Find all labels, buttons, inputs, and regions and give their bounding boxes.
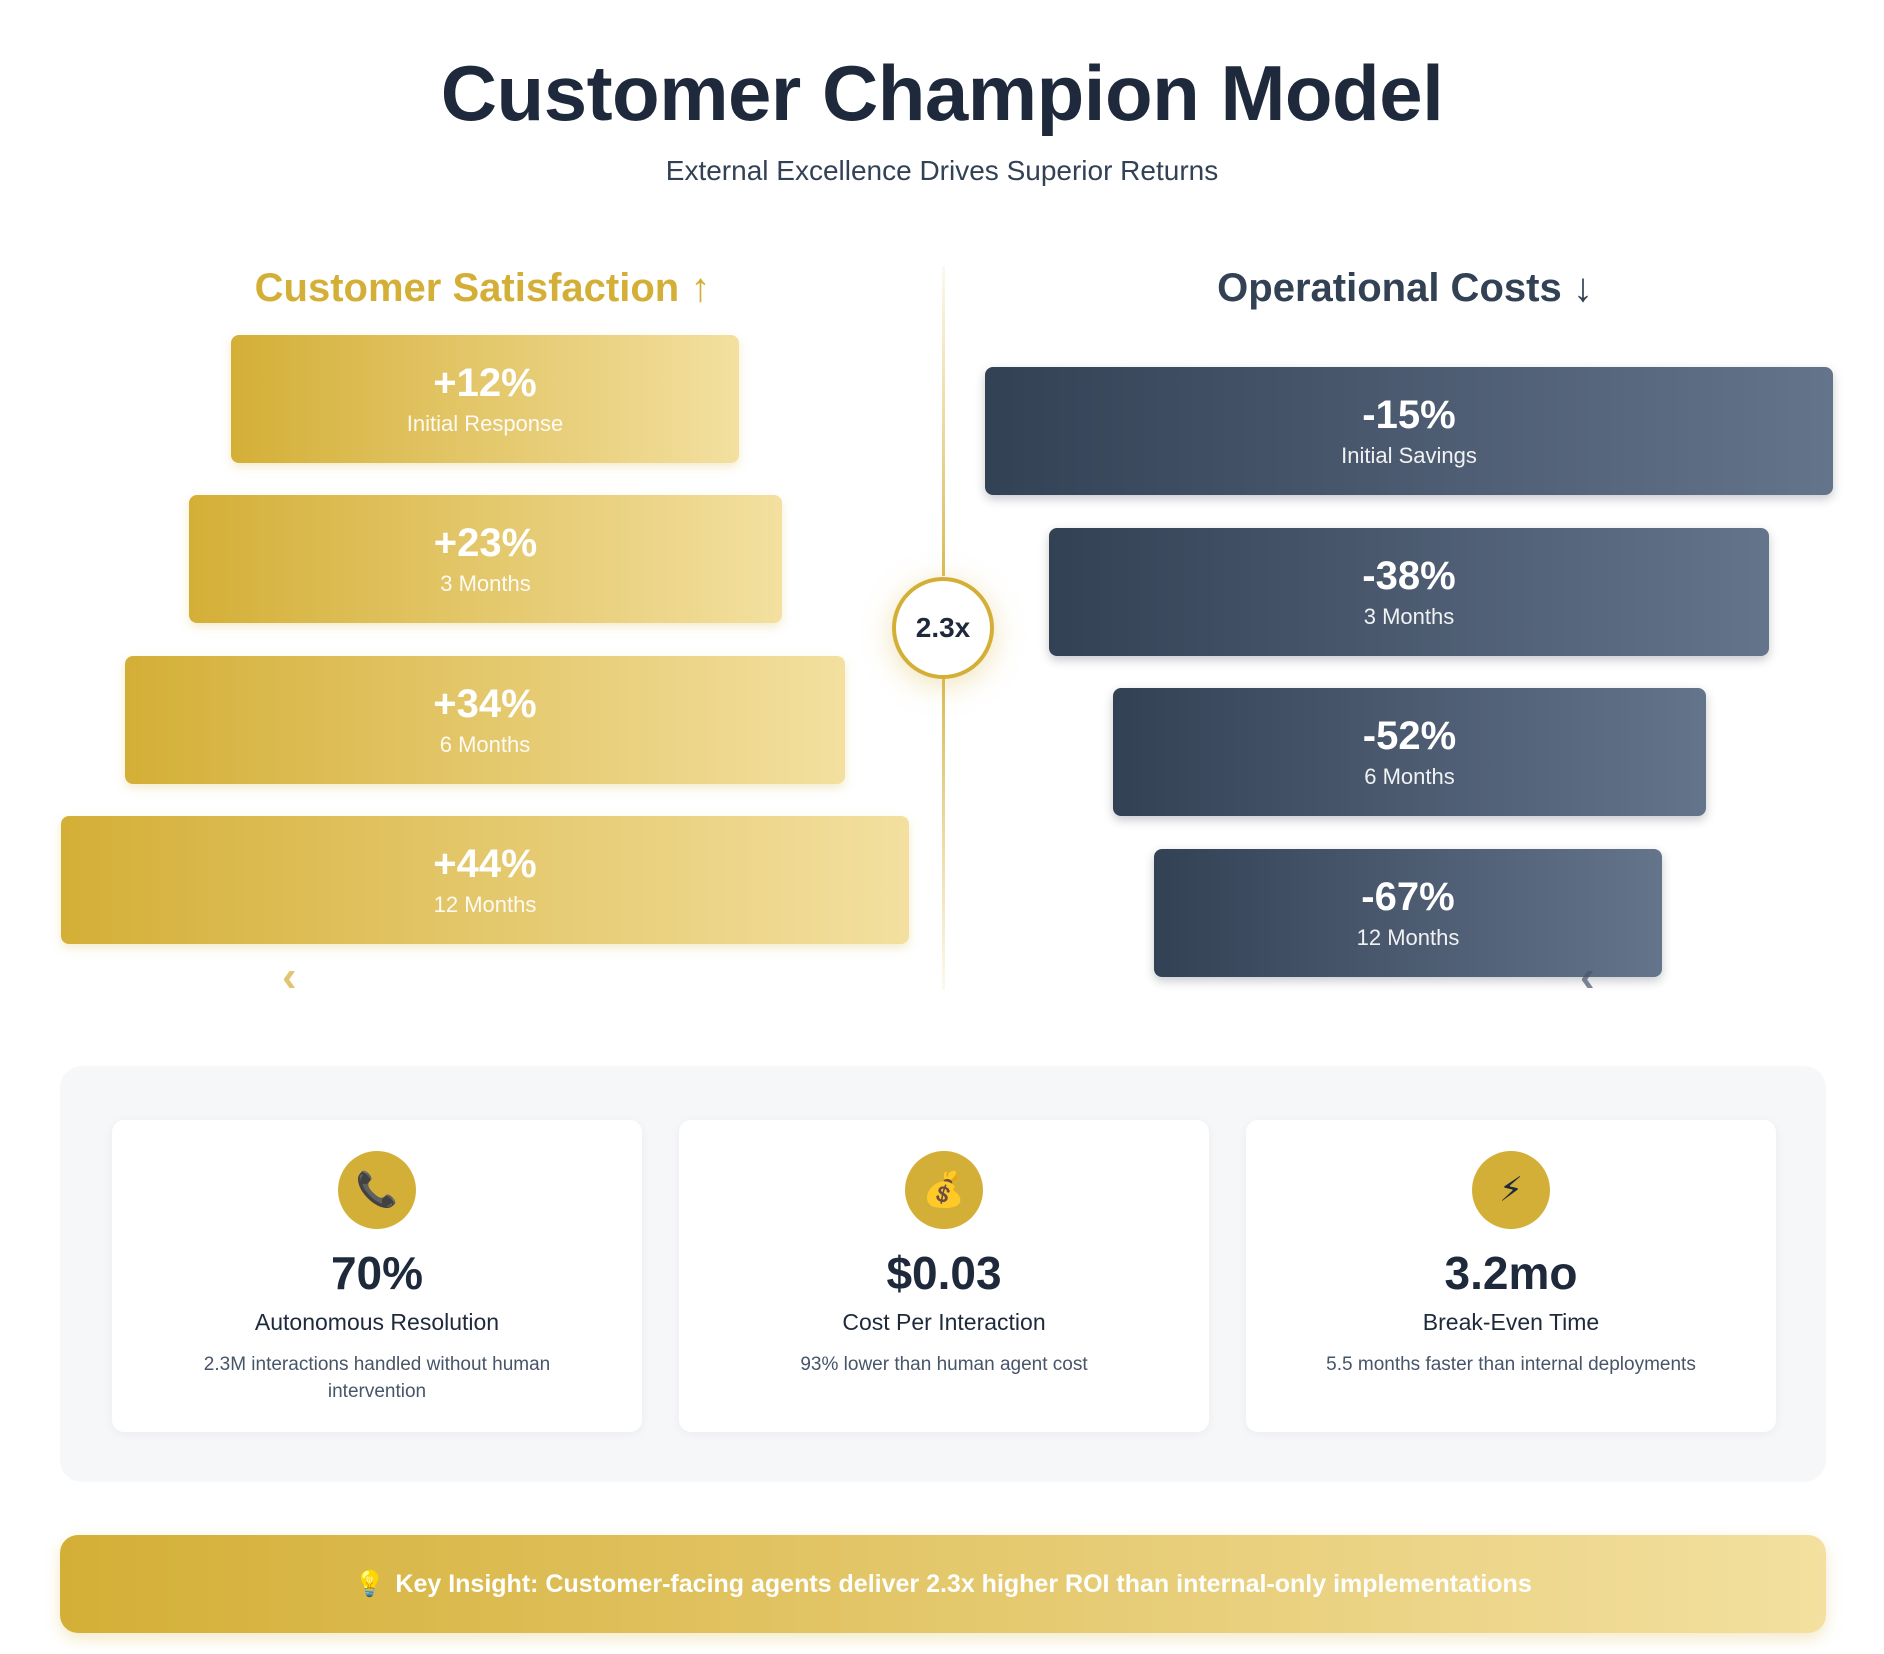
cost-bar: -38% 3 Months [1049,528,1769,656]
center-divider-bottom [942,678,945,990]
money-bag-icon: 💰 [905,1151,983,1229]
costs-heading-text: Operational Costs [1217,266,1562,310]
cost-bar: -67% 12 Months [1154,849,1662,977]
key-insight-text: Key Insight: Customer-facing agents deli… [395,1569,1532,1598]
satisfaction-bar: +12% Initial Response [231,335,739,463]
stat-description: 93% lower than human agent cost [800,1354,1088,1375]
stat-card: 💰 $0.03 Cost Per Interaction 93% lower t… [679,1120,1209,1432]
cost-value: -67% [1361,875,1455,919]
satisfaction-value: +44% [433,842,537,886]
stat-label: Cost Per Interaction [842,1309,1046,1335]
satisfaction-period: Initial Response [406,411,564,436]
satisfaction-value: +23% [433,521,538,565]
page-subtitle: External Excellence Drives Superior Retu… [665,155,1219,186]
chevron-left-icon: ‹ [1580,952,1595,1001]
stat-description: 2.3M interactions handled without human … [203,1354,551,1402]
stat-card: ⚡ 3.2mo Break-Even Time 5.5 months faste… [1246,1120,1776,1432]
cost-period: Initial Savings [1341,443,1477,468]
stat-label: Autonomous Resolution [254,1309,500,1335]
lightning-icon: ⚡ [1472,1151,1550,1229]
satisfaction-period: 6 Months [439,732,531,757]
cost-period: 12 Months [1356,925,1460,950]
cost-period: 3 Months [1363,604,1455,629]
lightbulb-icon: 💡 [354,1569,386,1598]
stat-value: 70% [330,1247,424,1299]
satisfaction-bar: +34% 6 Months [125,656,845,784]
page-title: Customer Champion Model [440,49,1444,137]
cost-bar: -52% 6 Months [1113,688,1706,816]
satisfaction-period: 3 Months [440,571,531,596]
stat-card: 📞 70% Autonomous Resolution 2.3M interac… [112,1120,642,1432]
cost-period: 6 Months [1364,764,1455,789]
satisfaction-value: +12% [433,361,537,405]
cost-value: -38% [1362,554,1456,598]
center-divider-top [942,266,945,576]
stat-description: 5.5 months faster than internal deployme… [1326,1354,1696,1375]
arrow-down-icon: ↓ [1572,266,1593,310]
key-insight-banner: 💡 Key Insight: Customer-facing agents de… [60,1535,1826,1633]
arrow-up-icon: ↑ [690,266,711,310]
satisfaction-bar: +23% 3 Months [189,495,782,623]
stat-value: 3.2mo [1444,1247,1578,1299]
satisfaction-heading-text: Customer Satisfaction [254,266,680,310]
cost-value: -15% [1362,393,1456,437]
satisfaction-period: 12 Months [433,892,537,917]
stat-label: Break-Even Time [1422,1309,1600,1335]
cost-value: -52% [1362,714,1457,758]
stat-value: $0.03 [886,1247,1002,1299]
roi-ratio-badge: 2.3x [892,577,994,679]
cost-bar: -15% Initial Savings [985,367,1833,495]
satisfaction-bar: +44% 12 Months [61,816,909,944]
costs-heading: Operational Costs ↓ [984,266,1826,311]
phone-icon: 📞 [338,1151,416,1229]
satisfaction-heading: Customer Satisfaction ↑ [60,266,905,311]
satisfaction-value: +34% [433,682,537,726]
chevron-left-icon: ‹ [282,952,297,1001]
